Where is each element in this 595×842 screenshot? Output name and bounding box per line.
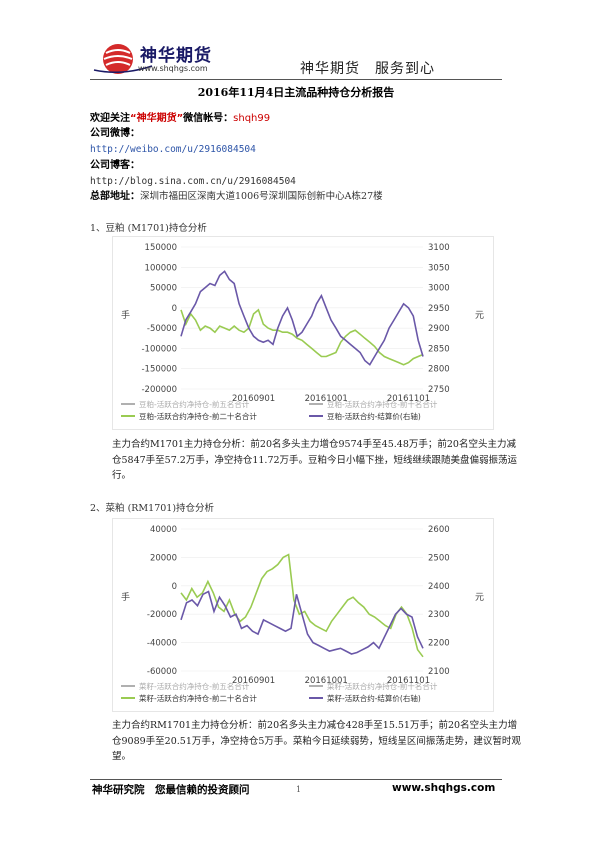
rapeseed-legend-entry: 菜籽-活跃合约净持仓-前五名合计 bbox=[139, 681, 250, 691]
rapeseed-legend-entry: 菜籽-活跃合约-结算价(右轴) bbox=[327, 693, 421, 703]
rapeseed-right-tick: 2400 bbox=[428, 582, 450, 592]
soymeal-left-tick: 150000 bbox=[145, 243, 177, 253]
rapeseed-x-tick: 20160901 bbox=[232, 676, 275, 686]
header-divider bbox=[90, 79, 502, 80]
soymeal-left-axis-label: 手 bbox=[121, 309, 130, 321]
soymeal-left-tick: -50000 bbox=[147, 324, 177, 334]
follow-brand: “神华期货” bbox=[130, 113, 184, 124]
rapeseed-series-line-0 bbox=[180, 553, 424, 658]
soymeal-series-line-1 bbox=[180, 270, 424, 366]
soymeal-left-tick: 0 bbox=[172, 304, 177, 314]
footer-tagline: 神华研究院 您最信赖的投资顾问 bbox=[92, 784, 250, 796]
rapeseed-left-tick: -60000 bbox=[147, 667, 177, 677]
address-text: 深圳市福田区深南大道1006号深圳国际创新中心A栋27楼 bbox=[140, 191, 383, 202]
rapeseed-right-tick: 2300 bbox=[428, 610, 450, 620]
soymeal-right-tick: 2750 bbox=[428, 385, 450, 395]
address-label: 总部地址： bbox=[90, 191, 140, 202]
section-2-heading: 2、菜粕 (RM1701)持仓分析 bbox=[90, 503, 215, 514]
brand-url[interactable]: www.shqhgs.com bbox=[138, 64, 208, 73]
rapeseed-right-tick: 2100 bbox=[428, 667, 450, 677]
rapeseed-right-tick: 2500 bbox=[428, 553, 450, 563]
blog-link[interactable]: http://blog.sina.com.cn/u/2916084504 bbox=[90, 176, 296, 187]
chart-rapeseed-meal: 40000 20000 0 -20000 -40000 -60000 2600 2500 240… bbox=[112, 518, 494, 712]
section-2-paragraph: 主力合约RM1701主力持仓分析：前20名多头主力减仓428手至15.51万手；… bbox=[112, 720, 521, 762]
soymeal-legend-entry: 豆粕-活跃合约净持仓-前五名合计 bbox=[139, 399, 250, 409]
soymeal-right-tick: 2850 bbox=[428, 344, 450, 354]
chart-rapeseed-meal-svg: 40000 20000 0 -20000 -40000 -60000 2600 2500 240… bbox=[121, 525, 484, 703]
brand-name: 神华期货 bbox=[140, 46, 212, 66]
rapeseed-x-tick: 20161101 bbox=[387, 676, 430, 686]
soymeal-right-tick: 2800 bbox=[428, 365, 450, 375]
soymeal-legend-entry: 豆粕-活跃合约净持仓-前二十名合计 bbox=[139, 411, 257, 421]
soymeal-left-tick: 50000 bbox=[150, 284, 177, 294]
rapeseed-left-axis-label: 手 bbox=[121, 591, 130, 603]
rapeseed-left-tick: 40000 bbox=[150, 525, 177, 535]
soymeal-left-tick: -150000 bbox=[141, 365, 177, 375]
rapeseed-legend-entry: 菜籽-活跃合约净持仓-前十名合计 bbox=[327, 681, 438, 691]
rapeseed-left-tick: 20000 bbox=[150, 553, 177, 563]
wechat-id: shqh99 bbox=[233, 113, 271, 124]
rapeseed-right-tick: 2200 bbox=[428, 639, 450, 649]
rapeseed-x-tick: 20161001 bbox=[305, 676, 348, 686]
soymeal-series-line-0 bbox=[180, 308, 424, 366]
section-1-heading: 1、豆粕 (M1701)持仓分析 bbox=[90, 223, 207, 234]
rapeseed-left-tick: -20000 bbox=[147, 610, 177, 620]
chart-soymeal: 150000 100000 50000 0 -50000 -100000 -150000 -2… bbox=[112, 236, 494, 430]
rapeseed-right-axis-label: 元 bbox=[475, 593, 484, 603]
soymeal-x-tick: 20161001 bbox=[305, 394, 348, 404]
footer-divider bbox=[90, 779, 502, 780]
follow-suffix: 微信帐号： bbox=[183, 113, 234, 124]
weibo-link[interactable]: http://weibo.com/u/2916084504 bbox=[90, 144, 256, 155]
soymeal-x-tick: 20160901 bbox=[232, 394, 275, 404]
company-logo bbox=[93, 44, 153, 74]
header-slogan: 神华期货 服务到心 bbox=[300, 61, 435, 77]
soymeal-right-tick: 3050 bbox=[428, 263, 450, 273]
footer-url[interactable]: www.shqhgs.com bbox=[392, 782, 496, 794]
rapeseed-series-line-1 bbox=[180, 590, 424, 655]
soymeal-left-tick: -200000 bbox=[141, 385, 177, 395]
soymeal-right-tick: 2950 bbox=[428, 304, 450, 314]
rapeseed-left-tick: 0 bbox=[172, 582, 177, 592]
rapeseed-left-tick: -40000 bbox=[147, 639, 177, 649]
page-number: 1 bbox=[296, 785, 302, 794]
soymeal-left-tick: -100000 bbox=[141, 344, 177, 354]
soymeal-legend-entry: 豆粕-活跃合约-结算价(右轴) bbox=[327, 411, 421, 421]
soymeal-x-tick: 20161101 bbox=[387, 394, 430, 404]
soymeal-right-axis-label: 元 bbox=[475, 311, 484, 321]
report-title: 2016年11月4日主流品种持仓分析报告 bbox=[197, 86, 395, 99]
section-1-paragraph: 主力合约M1701主力持仓分析：前20名多头主力增仓9574手至45.48万手；… bbox=[112, 439, 518, 481]
logo-ball-icon bbox=[103, 44, 133, 74]
rapeseed-legend-entry: 菜籽-活跃合约净持仓-前二十名合计 bbox=[139, 693, 257, 703]
soymeal-right-tick: 3000 bbox=[428, 284, 450, 294]
rapeseed-right-tick: 2600 bbox=[428, 525, 450, 535]
follow-prefix: 欢迎关注 bbox=[90, 113, 130, 124]
soymeal-left-tick: 100000 bbox=[145, 263, 177, 273]
soymeal-right-tick: 3100 bbox=[428, 243, 450, 253]
soymeal-legend-entry: 豆粕-活跃合约净持仓-前十名合计 bbox=[327, 399, 438, 409]
blog-label: 公司博客： bbox=[90, 160, 140, 171]
weibo-label: 公司微博： bbox=[90, 128, 140, 139]
soymeal-right-tick: 2900 bbox=[428, 324, 450, 334]
follow-line: 欢迎关注“神华期货”微信帐号：shqh99 bbox=[90, 112, 270, 126]
chart-soymeal-svg: 150000 100000 50000 0 -50000 -100000 -150000 -2… bbox=[121, 243, 484, 421]
address-line: 总部地址：深圳市福田区深南大道1006号深圳国际创新中心A栋27楼 bbox=[90, 190, 383, 204]
